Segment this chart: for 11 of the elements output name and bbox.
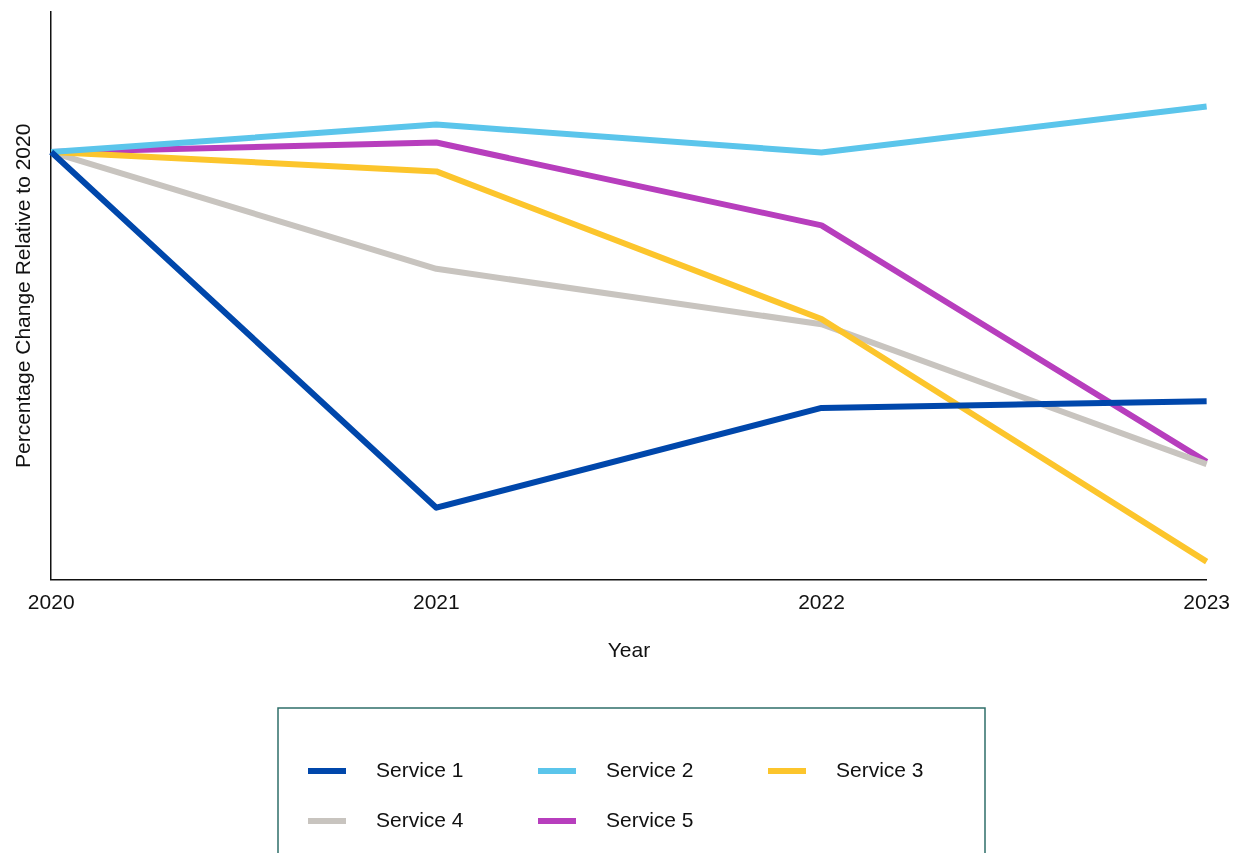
x-tick-label: 2021 xyxy=(412,590,460,613)
legend-label: Service 4 xyxy=(376,807,464,831)
x-axis-title: Year xyxy=(607,638,651,662)
legend-label: Service 2 xyxy=(606,757,694,781)
y-axis-title: Percentage Change Relative to 2020 xyxy=(11,123,35,469)
legend-label: Service 3 xyxy=(836,757,924,781)
x-tick-label: 2020 xyxy=(27,590,75,613)
x-tick-label: 2023 xyxy=(1183,590,1230,613)
x-tick-label: 2022 xyxy=(798,590,845,613)
legend-label: Service 5 xyxy=(606,807,694,831)
legend-label: Service 1 xyxy=(376,757,464,781)
